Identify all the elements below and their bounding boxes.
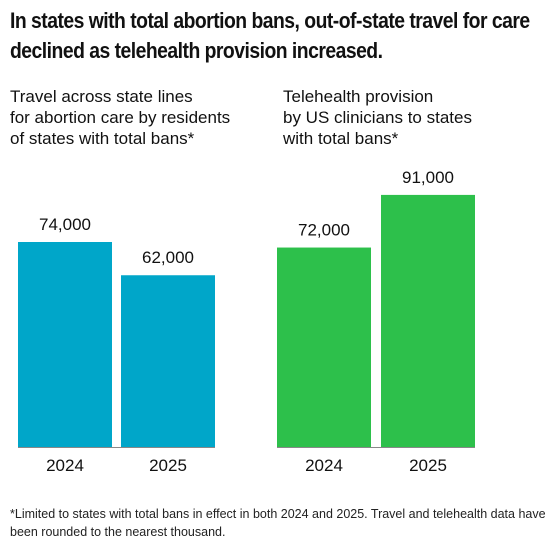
bar-chart: 74,000 2024 62,000 2025 72,000 2024 91,000 2025 (18, 168, 475, 475)
travel-panel-title-line-1: Travel across state lines (10, 87, 193, 106)
travel-bar-2024 (18, 242, 112, 447)
travel-tick-label-2025: 2025 (149, 456, 187, 475)
travel-panel-title-line-3: of states with total bans* (10, 129, 195, 148)
telehealth-value-label-2024: 72,000 (298, 221, 350, 240)
travel-bar-2025 (121, 275, 215, 447)
chart-title: In states with total abortion bans, out-… (10, 6, 530, 66)
telehealth-panel-title-line-3: with total bans* (283, 129, 399, 148)
travel-panel-title: Travel across state lines for abortion c… (10, 86, 230, 149)
travel-tick-label-2024: 2024 (46, 456, 84, 475)
telehealth-panel-title: Telehealth provision by US clinicians to… (283, 86, 472, 149)
travel-panel-title-line-2: for abortion care by residents (10, 108, 231, 127)
telehealth-tick-label-2024: 2024 (305, 456, 343, 475)
travel-value-label-2024: 74,000 (39, 215, 91, 234)
telehealth-bar-2024 (277, 247, 371, 447)
telehealth-bar-2025 (381, 194, 475, 447)
telehealth-panel-title-line-1: Telehealth provision (283, 87, 434, 106)
chart-title-line-1: In states with total abortion bans, out-… (10, 8, 530, 33)
telehealth-value-label-2025: 91,000 (402, 168, 454, 187)
footnote: *Limited to states with total bans in ef… (10, 507, 546, 539)
telehealth-tick-label-2025: 2025 (409, 456, 447, 475)
travel-value-label-2025: 62,000 (142, 248, 194, 267)
chart-title-line-2: declined as telehealth provision increas… (10, 38, 383, 63)
telehealth-panel-title-line-2: by US clinicians to states (283, 108, 472, 127)
